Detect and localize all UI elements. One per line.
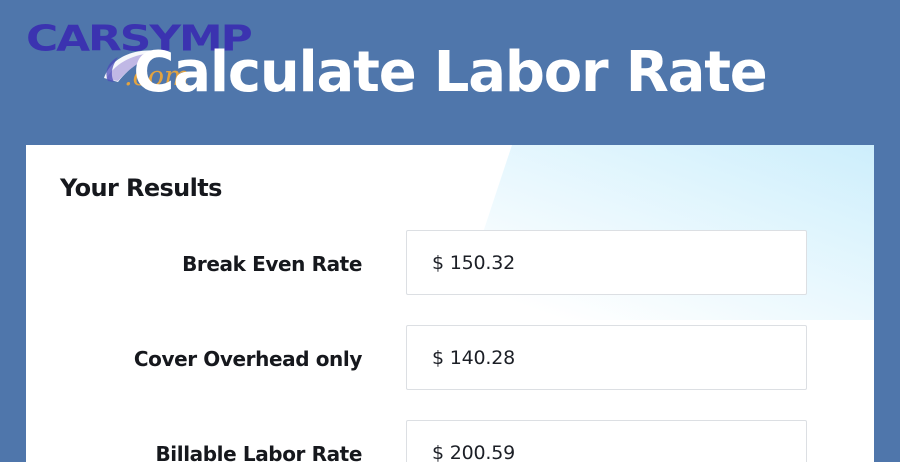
result-row: Cover Overhead only $ 140.28 [26,325,874,392]
results-heading: Your Results [60,174,222,202]
result-label-break-even-rate: Break Even Rate [182,251,362,276]
result-input-billable-labor-rate[interactable]: $ 200.59 [406,420,807,462]
card-content: Your Results Break Even Rate $ 150.32 Co… [26,145,874,462]
page-header: CARSYMP .com Calculate Labor Rate [0,0,900,145]
result-input-break-even-rate[interactable]: $ 150.32 [406,230,807,295]
result-row: Billable Labor Rate $ 200.59 [26,420,874,462]
result-row: Break Even Rate $ 150.32 [26,230,874,297]
page-title: Calculate Labor Rate [133,40,767,105]
result-input-cover-overhead-only[interactable]: $ 140.28 [406,325,807,390]
results-card: Your Results Break Even Rate $ 150.32 Co… [26,145,874,462]
result-label-cover-overhead-only: Cover Overhead only [133,346,363,371]
result-label-billable-labor-rate: Billable Labor Rate [155,441,362,462]
